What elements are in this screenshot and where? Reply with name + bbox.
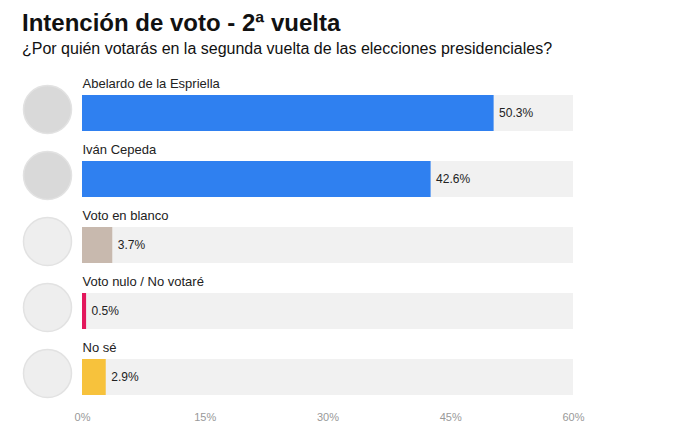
svg-text:45%: 45% — [440, 411, 462, 423]
svg-text:3.7%: 3.7% — [118, 238, 146, 252]
svg-text:Iván Cepeda: Iván Cepeda — [83, 142, 157, 157]
svg-text:50.3%: 50.3% — [499, 106, 533, 120]
html-text:¿Por quién votarás en la segun: ¿Por quién votarás en la segunda vuelta … — [22, 40, 553, 57]
svg-text:15%: 15% — [194, 411, 216, 423]
svg-text:Voto en blanco: Voto en blanco — [83, 208, 169, 223]
svg-text:30%: 30% — [317, 411, 339, 423]
svg-text:No sé: No sé — [83, 340, 117, 355]
svg-text:Voto nulo / No votaré: Voto nulo / No votaré — [83, 274, 204, 289]
svg-text:0.5%: 0.5% — [92, 304, 120, 318]
html-text:Intención de voto - 2ª vuelta: Intención de voto - 2ª vuelta — [22, 9, 341, 36]
svg-text:0%: 0% — [75, 411, 91, 423]
svg-text:42.6%: 42.6% — [436, 172, 470, 186]
svg-text:Abelardo de la Espriella: Abelardo de la Espriella — [83, 76, 221, 91]
svg-text:60%: 60% — [562, 411, 584, 423]
svg-text:2.9%: 2.9% — [111, 370, 139, 384]
